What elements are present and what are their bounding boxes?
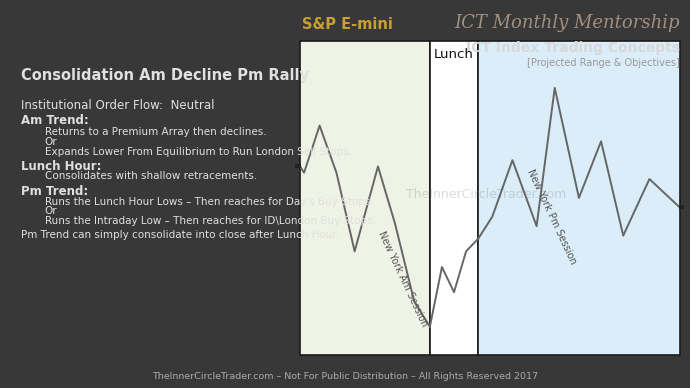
Text: Lunch: Lunch xyxy=(434,48,474,61)
Text: Expands Lower From Equilibrium to Run London Sell Stops.: Expands Lower From Equilibrium to Run Lo… xyxy=(45,147,352,157)
Text: Consolidation Am Decline Pm Rally: Consolidation Am Decline Pm Rally xyxy=(21,68,308,83)
Text: TheInnerCircleTrader.com: TheInnerCircleTrader.com xyxy=(406,187,566,201)
Bar xyxy=(300,41,430,355)
Text: S&P E-mini: S&P E-mini xyxy=(302,17,393,32)
Text: Pm Trend can simply consolidate into close after Lunch Hour.: Pm Trend can simply consolidate into clo… xyxy=(21,230,339,240)
Text: Or: Or xyxy=(45,206,57,217)
Text: Pm Trend:: Pm Trend: xyxy=(21,185,88,198)
Text: New York Am Session: New York Am Session xyxy=(376,229,428,328)
Text: Runs the Lunch Hour Lows – Then reaches for Day's Buy Stops.: Runs the Lunch Hour Lows – Then reaches … xyxy=(45,197,373,207)
Bar xyxy=(478,41,680,355)
Text: New York Pm Session: New York Pm Session xyxy=(525,168,578,266)
Text: Consolidates with shallow retracements.: Consolidates with shallow retracements. xyxy=(45,171,257,182)
Text: TheInnerCircleTrader.com – Not For Public Distribution – All Rights Reserved 201: TheInnerCircleTrader.com – Not For Publi… xyxy=(152,372,538,381)
Text: Lunch Hour:: Lunch Hour: xyxy=(21,160,101,173)
Text: Am Trend:: Am Trend: xyxy=(21,114,88,128)
Text: ICT Index Trading Concepts: ICT Index Trading Concepts xyxy=(466,41,680,55)
Text: Or: Or xyxy=(45,137,57,147)
Bar xyxy=(430,41,478,355)
Text: Runs the Intraday Low – Then reaches for ID\London Buy Stops.: Runs the Intraday Low – Then reaches for… xyxy=(45,216,376,226)
Text: [Projected Range & Objectives]: [Projected Range & Objectives] xyxy=(526,58,680,68)
Text: ICT Monthly Mentorship: ICT Monthly Mentorship xyxy=(454,14,680,31)
Text: Returns to a Premium Array then declines.: Returns to a Premium Array then declines… xyxy=(45,127,266,137)
Text: Institutional Order Flow:  Neutral: Institutional Order Flow: Neutral xyxy=(21,99,214,112)
